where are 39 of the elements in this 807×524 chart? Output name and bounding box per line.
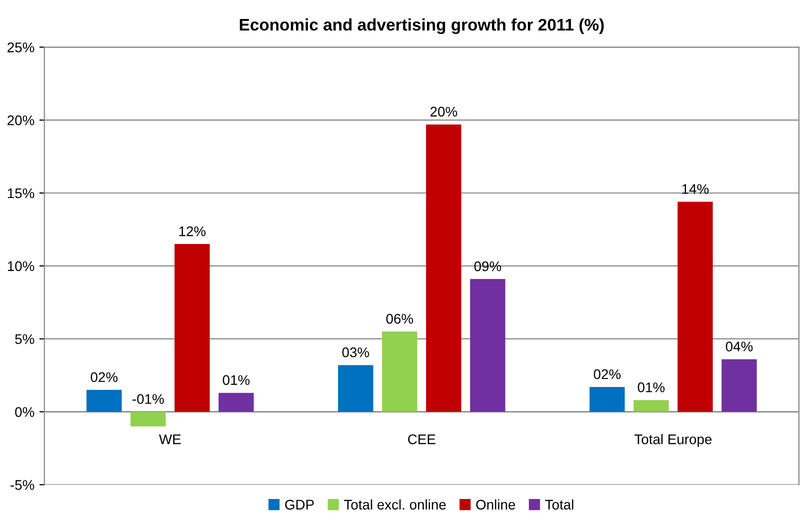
data-label: 02% bbox=[594, 369, 621, 380]
y-tick-label: 15% bbox=[8, 188, 34, 198]
legend-label: Online bbox=[476, 499, 516, 510]
data-label: 09% bbox=[474, 261, 502, 272]
chart-title: Economic and advertising growth for 2011 (%) bbox=[240, 18, 604, 34]
data-label: 03% bbox=[342, 347, 370, 358]
legend-label: GDP bbox=[285, 500, 314, 510]
legend-label: Total excl. online bbox=[344, 499, 446, 510]
bar bbox=[470, 279, 506, 412]
bar bbox=[426, 124, 462, 412]
legend-label: Total bbox=[545, 499, 574, 510]
y-tick-label: 20% bbox=[8, 115, 34, 126]
y-tick-label: 5% bbox=[15, 334, 34, 344]
y-tick-label: 10% bbox=[8, 261, 34, 272]
bar bbox=[634, 400, 669, 412]
bar bbox=[338, 365, 374, 412]
data-label: 02% bbox=[90, 372, 118, 382]
y-tick-label: 25% bbox=[8, 42, 34, 52]
bar bbox=[86, 390, 122, 412]
bar bbox=[382, 332, 418, 412]
y-tick-label: 0% bbox=[15, 407, 34, 417]
bar bbox=[722, 359, 757, 412]
y-tick-label: -5% bbox=[10, 480, 34, 490]
data-label: 04% bbox=[726, 342, 753, 352]
bar bbox=[590, 386, 625, 412]
x-tick-label: CEE bbox=[408, 434, 436, 444]
data-label: 14% bbox=[682, 184, 709, 194]
data-label: 20% bbox=[430, 106, 458, 117]
data-label: 12% bbox=[179, 226, 206, 236]
bar bbox=[218, 392, 254, 412]
data-label: 01% bbox=[638, 382, 665, 392]
bar bbox=[174, 244, 210, 412]
x-tick-label: Total Europe bbox=[634, 434, 712, 447]
data-label: 01% bbox=[222, 375, 250, 385]
data-label: 06% bbox=[386, 314, 414, 324]
data-label: -01% bbox=[132, 394, 164, 404]
bar bbox=[130, 412, 166, 426]
x-tick-label: WE bbox=[159, 434, 181, 444]
bar bbox=[678, 202, 713, 412]
